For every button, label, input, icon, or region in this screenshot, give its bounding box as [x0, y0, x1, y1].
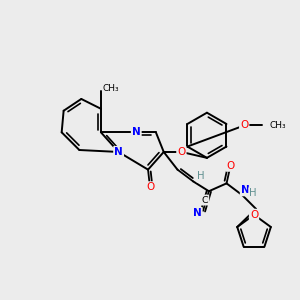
- Text: N: N: [132, 127, 141, 137]
- Text: O: O: [250, 210, 258, 220]
- Text: CH₃: CH₃: [270, 121, 286, 130]
- Text: N: N: [114, 147, 123, 157]
- Text: C: C: [202, 196, 208, 205]
- Text: H: H: [249, 188, 257, 198]
- Text: N: N: [241, 185, 250, 195]
- Text: H: H: [197, 172, 205, 182]
- Text: O: O: [177, 147, 185, 157]
- Text: N: N: [193, 208, 202, 218]
- Text: O: O: [226, 161, 235, 171]
- Text: O: O: [146, 182, 154, 192]
- Text: O: O: [240, 121, 248, 130]
- Text: CH₃: CH₃: [103, 84, 119, 93]
